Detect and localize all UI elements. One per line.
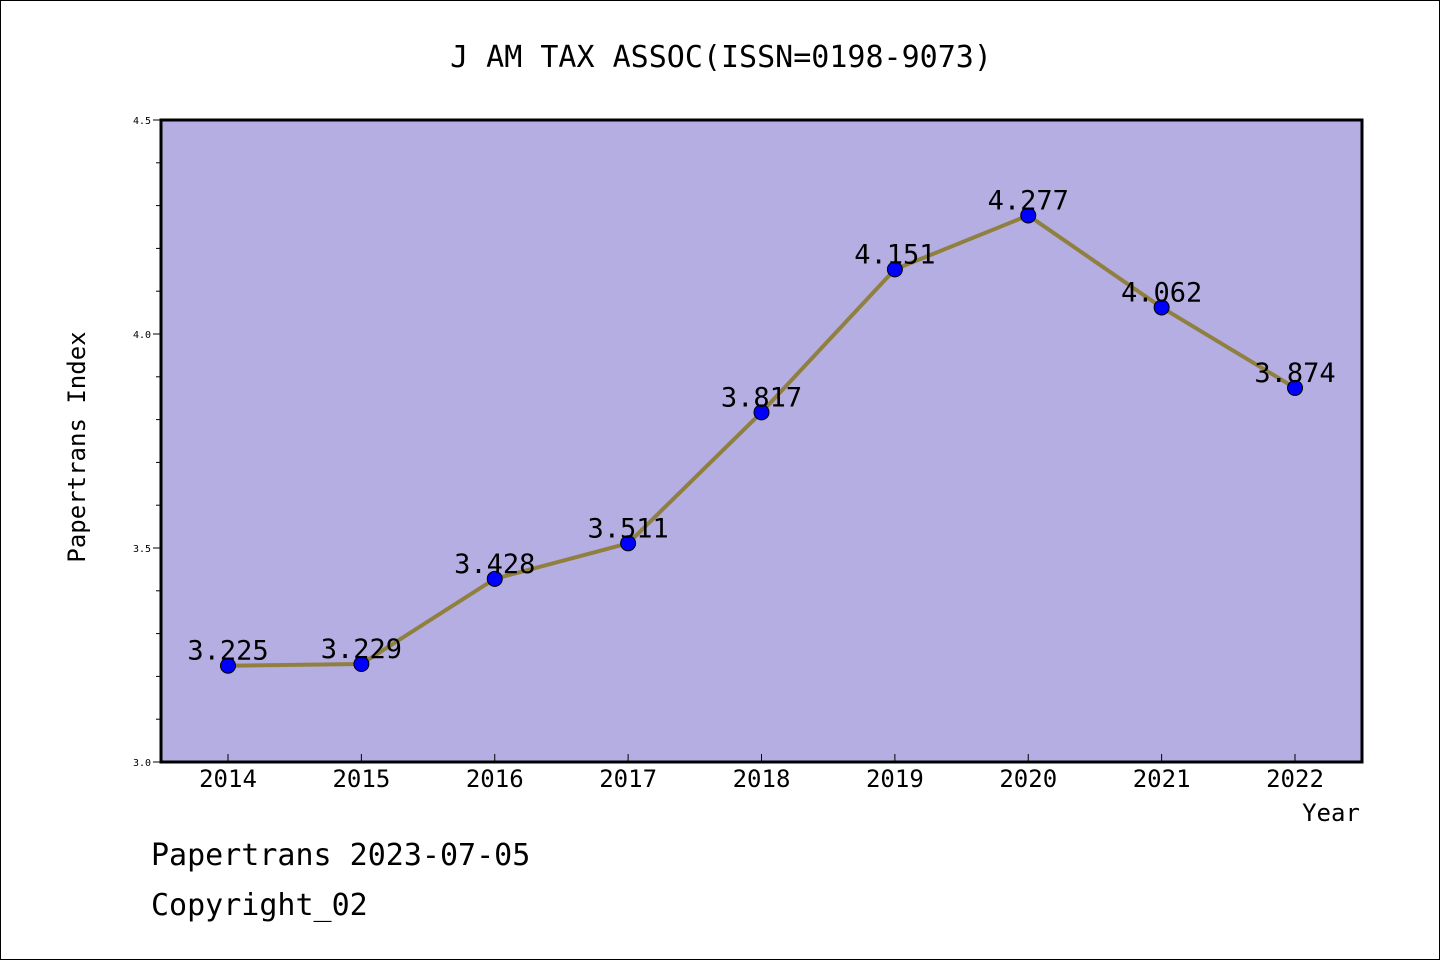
chart-title: J AM TAX ASSOC(ISSN=0198-9073)	[450, 40, 992, 75]
data-point	[1020, 207, 1037, 224]
data-point	[1287, 379, 1303, 396]
y-tick-label: 4.0	[133, 330, 151, 341]
x-axis-label: Year	[1302, 799, 1360, 827]
data-point	[620, 535, 637, 552]
data-label: 4.062	[1121, 277, 1202, 308]
data-point	[486, 570, 503, 587]
y-tick-label: 3.5	[133, 544, 151, 555]
data-point	[753, 404, 770, 421]
data-label: 3.428	[454, 549, 535, 580]
y-axis: 3.0 3.5 4.0 4.5	[133, 116, 161, 769]
series-markers	[220, 207, 1303, 674]
data-label: 3.874	[1254, 358, 1335, 389]
y-tick-label: 4.5	[133, 116, 151, 127]
data-label: 4.277	[988, 185, 1069, 216]
x-tick-label: 2020	[999, 765, 1057, 793]
data-point	[220, 657, 236, 674]
data-label: 3.817	[721, 382, 802, 413]
data-label: 3.511	[587, 513, 668, 544]
x-tick-label: 2021	[1133, 765, 1191, 793]
data-point	[353, 655, 370, 672]
y-tick-label: 3.0	[133, 758, 151, 769]
x-tick-label: 2017	[599, 765, 657, 793]
data-labels: 3.225 3.229 3.428 3.511 3.817 4.151 4.277 4.062…	[187, 185, 1335, 666]
footer-date: Papertrans 2023-07-05	[151, 838, 530, 873]
x-tick-label: 2014	[199, 765, 257, 793]
x-tick-label: 2022	[1266, 765, 1324, 793]
data-point	[1153, 299, 1170, 316]
plot-area	[159, 118, 1364, 764]
footer-copyright: Copyright_02	[151, 888, 368, 923]
x-tick-label: 2018	[733, 765, 791, 793]
x-tick-label: 2015	[332, 765, 390, 793]
data-label: 3.229	[321, 634, 402, 665]
x-axis: 2014 2015 2016 2017 2018 2019 2020 2021 2022	[199, 754, 1324, 793]
y-axis-label: Papertrans Index	[63, 331, 91, 562]
data-label: 4.151	[854, 239, 935, 270]
data-label: 3.225	[187, 636, 268, 667]
x-tick-label: 2019	[866, 765, 924, 793]
data-point	[886, 261, 903, 278]
x-tick-label: 2016	[466, 765, 524, 793]
